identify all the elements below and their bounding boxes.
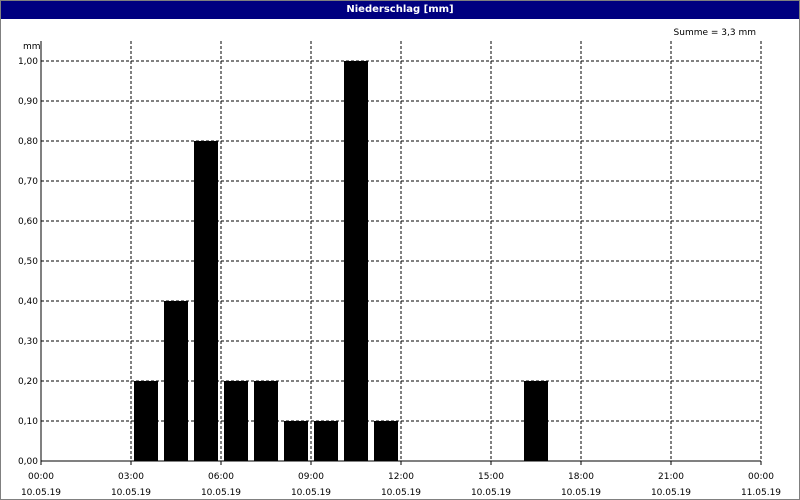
y-tick-label: 0,40 [18,297,38,307]
x-tick-time: 09:00 [298,472,324,482]
x-tick-time: 00:00 [28,472,54,482]
y-tick-label: 0,60 [18,217,38,227]
x-tick-time: 15:00 [478,472,504,482]
x-tick-time: 03:00 [118,472,144,482]
bar [134,381,158,461]
x-tick-date: 10.05.19 [651,488,691,498]
chart-title: Niederschlag [mm] [1,1,799,19]
y-tick-label: 0,80 [18,137,38,147]
x-tick-date: 10.05.19 [21,488,61,498]
x-tick-date: 10.05.19 [111,488,151,498]
y-tick-label: 0,10 [18,417,38,427]
sum-annotation: Summe = 3,3 mm [674,28,756,38]
y-axis-label: mm [23,42,41,52]
tick-labels: 0,00 0,10 0,20 0,30 0,40 0,50 0,60 0,70 0,80 0,90… [18,57,781,498]
y-tick-label: 0,90 [18,97,38,107]
y-tick-label: 1,00 [18,57,38,67]
x-tick-date: 10.05.19 [201,488,241,498]
y-tick-label: 0,00 [18,457,38,467]
x-tick-date: 10.05.19 [381,488,421,498]
axes [40,41,762,465]
x-tick-time: 21:00 [658,472,684,482]
x-tick-date: 10.05.19 [471,488,511,498]
y-tick-label: 0,20 [18,377,38,387]
bar [164,301,188,461]
grid-lines [41,41,762,461]
bar [374,421,398,461]
x-tick-time: 06:00 [208,472,234,482]
x-tick-date: 10.05.19 [561,488,601,498]
bar [344,61,368,461]
bar [194,141,218,461]
bar [314,421,338,461]
bar-series [134,61,548,461]
y-tick-label: 0,70 [18,177,38,187]
bar [254,381,278,461]
y-tick-label: 0,50 [18,257,38,267]
y-tick-label: 0,30 [18,337,38,347]
x-tick-date: 11.05.19 [741,488,781,498]
bar [524,381,548,461]
x-tick-time: 18:00 [568,472,594,482]
x-tick-time: 00:00 [748,472,774,482]
bar [284,421,308,461]
bar [224,381,248,461]
x-tick-date: 10.05.19 [291,488,331,498]
x-tick-time: 12:00 [388,472,414,482]
